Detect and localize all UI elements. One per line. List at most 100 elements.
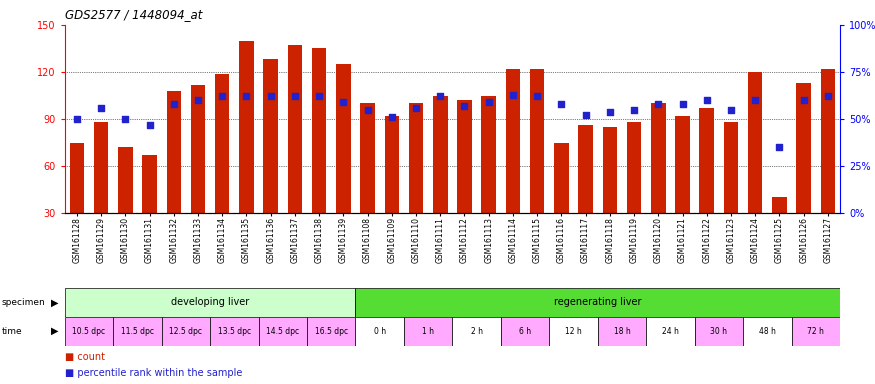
Text: ▶: ▶ <box>51 326 59 336</box>
Bar <box>699 108 714 213</box>
Bar <box>355 317 404 346</box>
Point <box>312 93 326 99</box>
Bar <box>215 74 229 213</box>
Point <box>700 97 714 103</box>
Bar <box>458 100 472 213</box>
Bar <box>118 147 133 213</box>
Bar <box>500 317 550 346</box>
Text: 14.5 dpc: 14.5 dpc <box>266 327 299 336</box>
Point <box>821 93 835 99</box>
Point <box>433 93 447 99</box>
Point <box>215 93 229 99</box>
Point <box>167 101 181 107</box>
Bar <box>554 142 569 213</box>
Point <box>506 91 520 98</box>
Text: 10.5 dpc: 10.5 dpc <box>73 327 106 336</box>
Bar <box>598 317 646 346</box>
Bar <box>409 103 423 213</box>
Bar <box>743 317 792 346</box>
Bar <box>792 317 840 346</box>
Text: regenerating liver: regenerating liver <box>554 297 641 308</box>
Bar <box>355 288 840 317</box>
Bar <box>433 96 447 213</box>
Point <box>143 122 157 128</box>
Text: time: time <box>2 327 23 336</box>
Point <box>385 114 399 120</box>
Text: GDS2577 / 1448094_at: GDS2577 / 1448094_at <box>65 8 202 21</box>
Bar <box>676 116 690 213</box>
Bar <box>336 64 351 213</box>
Bar <box>772 197 787 213</box>
Text: 11.5 dpc: 11.5 dpc <box>121 327 154 336</box>
Point <box>676 101 690 107</box>
Text: ■ percentile rank within the sample: ■ percentile rank within the sample <box>65 368 242 378</box>
Text: 1 h: 1 h <box>422 327 434 336</box>
Point <box>336 99 350 105</box>
Text: developing liver: developing liver <box>171 297 249 308</box>
Bar <box>259 317 307 346</box>
Text: 2 h: 2 h <box>471 327 483 336</box>
Bar <box>113 317 162 346</box>
Bar <box>404 317 452 346</box>
Bar <box>307 317 355 346</box>
Text: ■ count: ■ count <box>65 351 105 362</box>
Bar <box>603 127 617 213</box>
Point <box>263 93 277 99</box>
Text: 6 h: 6 h <box>519 327 531 336</box>
Text: ▶: ▶ <box>51 297 59 308</box>
Bar <box>748 72 762 213</box>
Bar <box>166 91 181 213</box>
Text: 18 h: 18 h <box>613 327 630 336</box>
Bar <box>143 155 157 213</box>
Text: specimen: specimen <box>2 298 45 307</box>
Text: 0 h: 0 h <box>374 327 386 336</box>
Bar <box>65 317 113 346</box>
Point <box>627 107 641 113</box>
Point <box>360 107 374 113</box>
Point <box>240 93 254 99</box>
Text: 12.5 dpc: 12.5 dpc <box>170 327 202 336</box>
Bar <box>646 317 695 346</box>
Bar <box>360 103 374 213</box>
Bar <box>312 48 326 213</box>
Point <box>530 93 544 99</box>
Bar <box>695 317 743 346</box>
Point <box>482 99 496 105</box>
Bar <box>724 122 738 213</box>
Bar <box>239 41 254 213</box>
Point <box>118 116 132 122</box>
Bar <box>288 45 302 213</box>
Point <box>555 101 569 107</box>
Bar <box>626 122 641 213</box>
Bar <box>70 142 84 213</box>
Text: 48 h: 48 h <box>759 327 776 336</box>
Bar <box>506 69 521 213</box>
Text: 13.5 dpc: 13.5 dpc <box>218 327 251 336</box>
Point <box>458 103 472 109</box>
Bar <box>162 317 210 346</box>
Bar <box>94 122 108 213</box>
Text: 24 h: 24 h <box>662 327 679 336</box>
Point <box>773 144 787 151</box>
Bar <box>578 125 593 213</box>
Text: 12 h: 12 h <box>565 327 582 336</box>
Point <box>70 116 84 122</box>
Point <box>578 112 592 118</box>
Bar <box>550 317 598 346</box>
Point <box>288 93 302 99</box>
Point <box>603 108 617 114</box>
Text: 30 h: 30 h <box>710 327 727 336</box>
Bar <box>796 83 811 213</box>
Bar <box>65 288 355 317</box>
Bar <box>191 84 206 213</box>
Bar <box>210 317 259 346</box>
Point <box>191 97 205 103</box>
Text: 72 h: 72 h <box>808 327 824 336</box>
Bar <box>384 116 399 213</box>
Bar <box>530 69 544 213</box>
Point <box>651 101 665 107</box>
Bar <box>263 60 278 213</box>
Bar <box>481 96 496 213</box>
Point <box>409 105 423 111</box>
Bar <box>452 317 500 346</box>
